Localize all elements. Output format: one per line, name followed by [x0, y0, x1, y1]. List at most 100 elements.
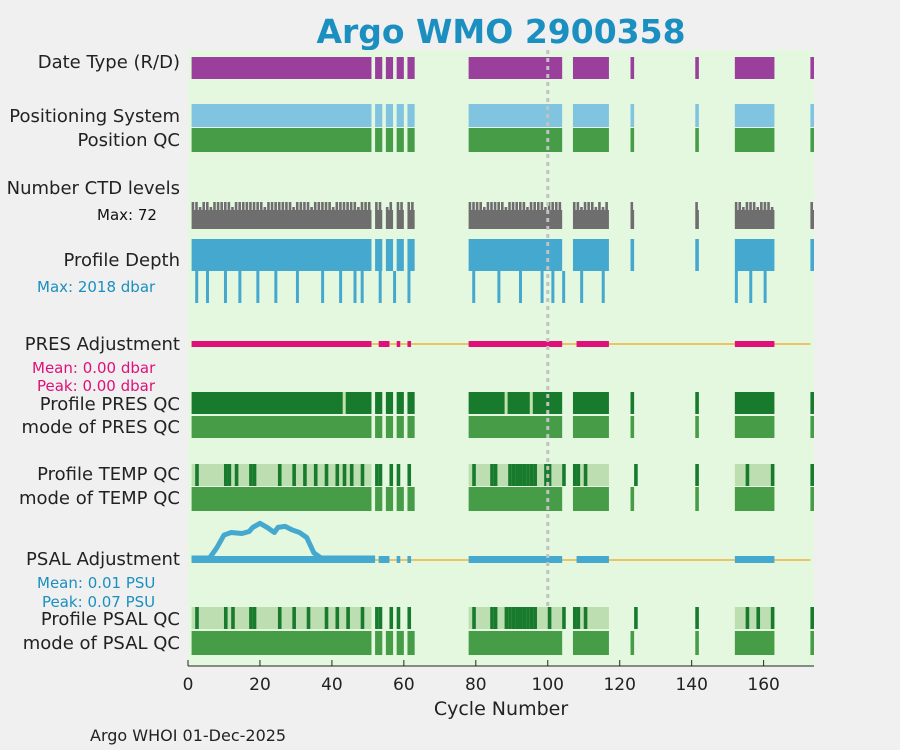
profile-depth-bar: [630, 239, 635, 271]
date-type-bar: [407, 57, 415, 79]
pres-adjustment-mark: [378, 341, 390, 347]
mode-psal-qc-bar: [810, 631, 814, 655]
position-qc-bar: [407, 128, 415, 152]
profile-depth-drop: [378, 271, 382, 303]
positioning-system-bar: [375, 104, 383, 127]
x-tick-label: 0: [183, 675, 194, 695]
profile-psal-qc-dark-cycle: [375, 607, 379, 629]
ctd-levels-tick: [468, 202, 472, 210]
mode-temp-qc-bar: [385, 487, 394, 511]
annotation-ctd-max: Max: 72: [97, 206, 157, 224]
profile-psal-qc-dark-cycle: [529, 607, 534, 629]
label-number-ctd-levels: Number CTD levels: [6, 178, 180, 199]
ctd-levels-bar: [375, 210, 383, 229]
x-tick-label: 80: [465, 675, 487, 695]
profile-psal-qc-dark-cycle: [572, 607, 577, 629]
profile-depth-drop: [238, 271, 242, 303]
profile-pres-qc-bar: [572, 392, 609, 414]
x-tick-label: 120: [603, 675, 635, 695]
profile-psal-qc-dark-cycle: [378, 607, 383, 629]
profile-temp-qc-dark-cycle: [526, 464, 530, 486]
ctd-levels-tick: [745, 202, 749, 210]
profile-temp-qc-dark-cycle: [522, 464, 527, 486]
ctd-levels-tick: [407, 202, 411, 210]
ctd-levels-tick: [357, 207, 360, 210]
ctd-levels-tick: [385, 207, 389, 210]
ctd-levels-tick: [274, 202, 277, 210]
profile-pres-qc-bar: [468, 392, 563, 414]
ctd-levels-bar: [630, 210, 635, 229]
profile-temp-qc-dark-cycle: [303, 464, 307, 486]
ctd-levels-tick: [508, 202, 511, 210]
mode-temp-qc-bar: [396, 487, 404, 511]
ctd-levels-tick: [367, 202, 371, 210]
ctd-levels-tick: [349, 202, 353, 210]
ctd-levels-tick: [544, 207, 547, 210]
ctd-levels-tick: [400, 202, 403, 210]
ctd-levels-tick: [738, 202, 742, 210]
profile-depth-bar: [375, 239, 383, 271]
mode-psal-qc-bar: [191, 631, 372, 655]
label-mode-pres-qc: mode of PRES QC: [21, 417, 180, 438]
positioning-system-bar: [385, 104, 394, 127]
profile-psal-qc-dark-cycle: [511, 607, 516, 629]
ctd-levels-tick: [558, 202, 562, 210]
profile-pres-qc-bar: [385, 392, 394, 414]
profile-temp-qc-dark-cycle: [313, 464, 318, 486]
x-tick-label: 140: [675, 675, 707, 695]
profile-temp-qc-dark-cycle: [810, 464, 814, 486]
profile-depth-drop: [749, 271, 753, 303]
date-type-bar: [630, 57, 635, 79]
ctd-levels-tick: [760, 202, 763, 210]
mode-psal-qc-bar: [407, 631, 415, 655]
profile-depth-drop: [223, 271, 227, 303]
mode-pres-qc-bar: [572, 416, 609, 438]
ctd-levels-tick: [231, 207, 234, 210]
date-type-bar: [396, 57, 404, 79]
ctd-levels-tick: [281, 202, 285, 210]
ctd-levels-tick: [749, 202, 752, 210]
profile-temp-qc-dark-cycle: [518, 464, 523, 486]
label-psal-adjustment: PSAL Adjustment: [25, 549, 180, 570]
positioning-system-bar: [191, 104, 372, 127]
ctd-levels-tick: [321, 202, 324, 210]
profile-psal-qc-dark-cycle: [493, 607, 498, 629]
ctd-levels-bar: [396, 210, 404, 229]
profile-temp-qc-bar: [572, 464, 609, 486]
profile-psal-qc-dark-cycle: [195, 607, 199, 629]
positioning-system-bar: [468, 104, 563, 127]
mode-psal-qc-bar: [396, 631, 404, 655]
ctd-levels-tick: [234, 202, 238, 210]
ctd-levels-tick: [536, 202, 540, 210]
profile-psal-qc-dark-cycle: [223, 607, 228, 629]
ctd-levels-tick: [601, 207, 605, 210]
ctd-levels-tick: [295, 202, 299, 210]
label-profile-temp-qc: Profile TEMP QC: [37, 464, 180, 485]
profile-psal-qc-dark-cycle: [407, 607, 412, 629]
profile-depth-drop: [360, 271, 364, 303]
ctd-levels-tick: [249, 202, 252, 210]
profile-depth-drop: [393, 271, 397, 303]
ctd-levels-tick: [277, 202, 281, 210]
profile-psal-qc-dark-cycle: [634, 607, 638, 629]
profile-depth-bar: [810, 239, 814, 271]
ctd-levels-bar: [734, 210, 775, 229]
x-tick-label: 160: [747, 675, 779, 695]
profile-psal-qc-dark-cycle: [583, 607, 588, 629]
ctd-levels-tick: [756, 207, 760, 210]
profile-psal-qc-dark-cycle: [695, 607, 699, 629]
psal-adjustment-mark: [468, 556, 563, 563]
profile-pres-qc-light-cycle: [529, 392, 533, 414]
profile-temp-qc-dark-cycle: [342, 464, 347, 486]
profile-temp-qc-dark-cycle: [472, 464, 476, 486]
ctd-levels-tick: [572, 202, 576, 210]
profile-psal-qc-dark-cycle: [526, 607, 530, 629]
position-qc-bar: [385, 128, 394, 152]
profile-psal-qc-dark-cycle: [518, 607, 523, 629]
mode-pres-qc-bar: [396, 416, 404, 438]
profile-psal-qc-bar: [734, 607, 775, 629]
position-qc-bar: [375, 128, 383, 152]
ctd-levels-tick: [267, 202, 270, 210]
date-type-bar: [810, 57, 814, 79]
ctd-levels-tick: [360, 202, 364, 210]
